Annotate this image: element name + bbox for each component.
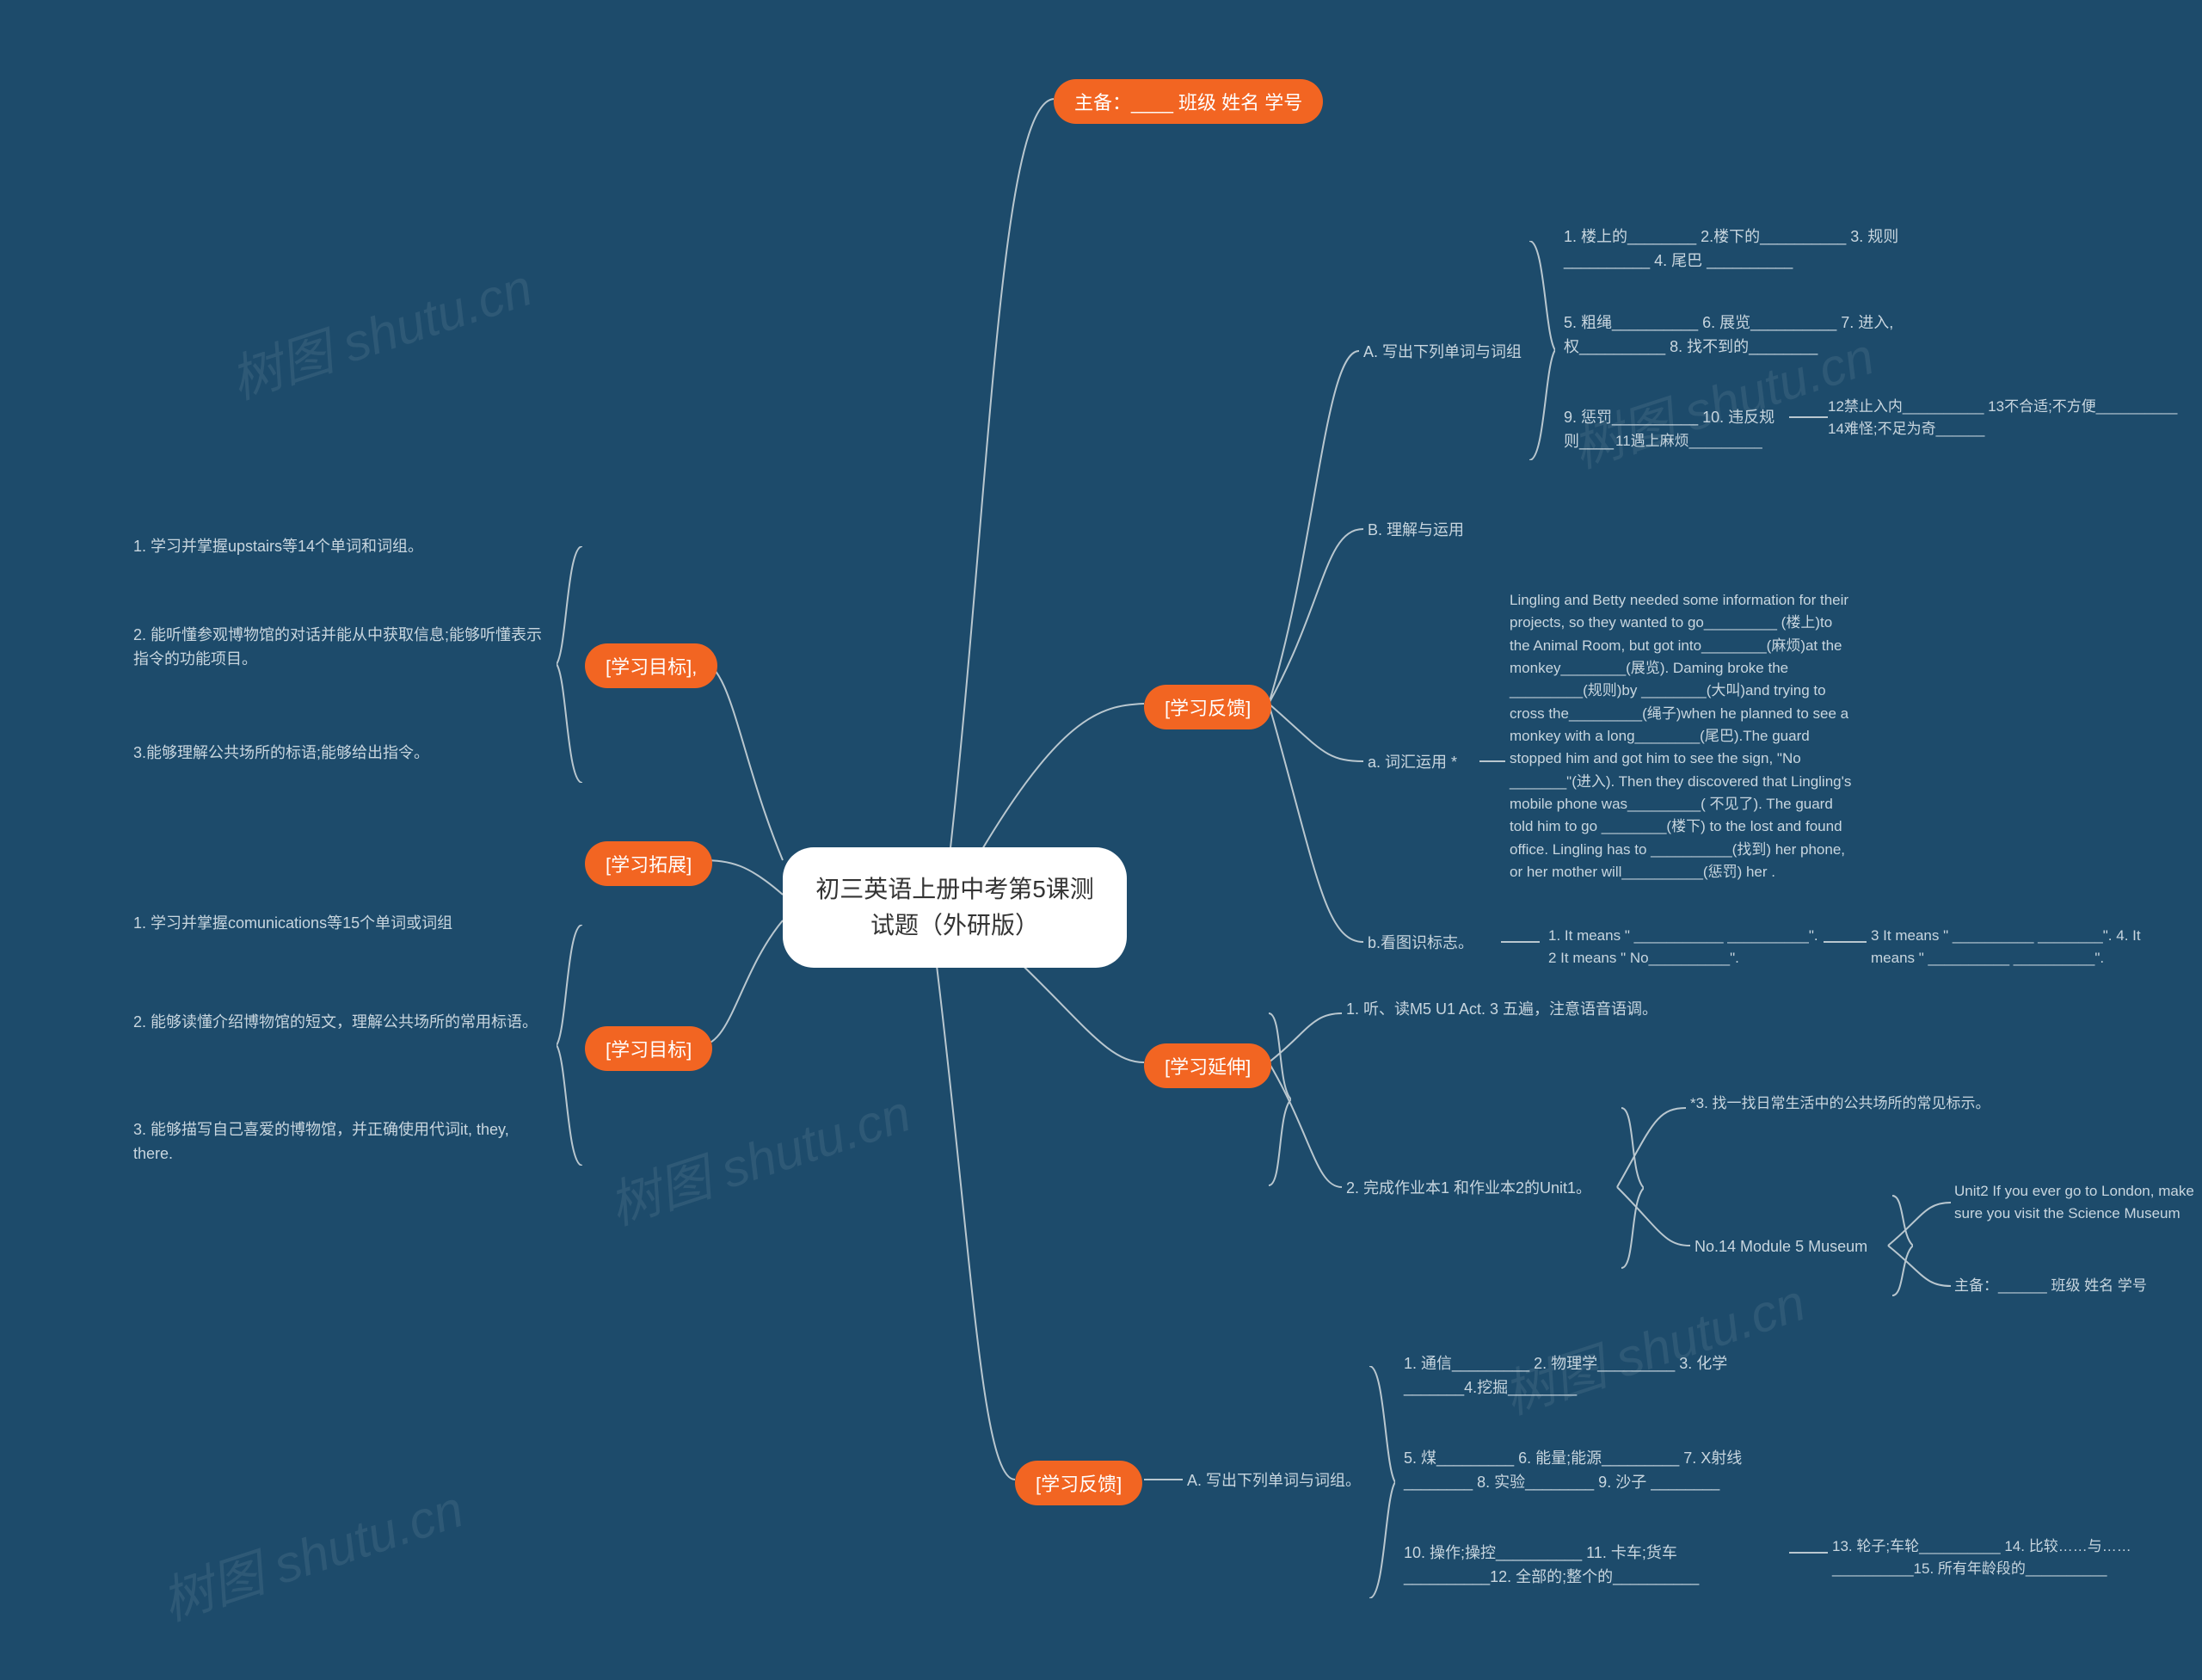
right-fb1-sign-label: b.看图识标志。 [1368, 932, 1473, 956]
right-fb1-voc-label: a. 词汇运用 * [1368, 751, 1457, 775]
right-ext2-sub: *3. 找一找日常生活中的公共场所的常见标示。 [1690, 1092, 1990, 1115]
right-fb1-a-item-mid: 11遇上麻烦_________ [1615, 430, 1762, 452]
watermark: 树图 shutu.cn [1492, 1261, 1813, 1429]
watermark: 树图 shutu.cn [151, 1468, 471, 1635]
left-obj1-brace [557, 546, 582, 783]
right-ext2-no14: No.14 Module 5 Museum [1695, 1235, 1867, 1259]
left-ext-label: [学习拓展] [585, 841, 712, 886]
right-ext2-label: [学习延伸] [1144, 1043, 1271, 1088]
right-fb1-voc-text: Lingling and Betty needed some informati… [1510, 589, 1854, 883]
right-fb2-a-item: 10. 操作;操控__________ 11. 卡车;货车 __________… [1404, 1542, 1782, 1590]
center-title: 初三英语上册中考第5课测 试题（外研版） [783, 847, 1127, 968]
right-fb2-a-label: A. 写出下列单词与词组。 [1187, 1469, 1361, 1493]
left-obj1-label: [学习目标], [585, 643, 717, 688]
watermark: 树图 shutu.cn [598, 1072, 919, 1240]
right-fb2-a-brace [1369, 1366, 1395, 1598]
right-fb1-a-brace [1529, 241, 1555, 460]
right-ext2-item2-brace [1621, 1094, 1644, 1282]
right-ext2-unit2: Unit2 If you ever go to London, make sur… [1954, 1180, 2195, 1226]
right-fb2-a-item: 5. 煤_________ 6. 能量;能源_________ 7. X射线__… [1404, 1447, 1765, 1495]
center-title-line1: 初三英语上册中考第5课测 [814, 871, 1096, 908]
right-ext2-item: 2. 完成作业本1 和作业本2的Unit1。 [1346, 1177, 1591, 1201]
right-fb1-label: [学习反馈] [1144, 685, 1271, 729]
right-ext2-brace [1269, 1000, 1291, 1199]
right-fb1-sign-text1: 1. It means " ___________ __________". 2… [1548, 925, 1824, 970]
right-fb2-label: [学习反馈] [1015, 1461, 1142, 1505]
right-fb1-a-item-cont: 12禁止入内__________ 13不合适;不方便__________ 14难… [1828, 396, 2180, 441]
right-ext2-item: 1. 听、读M5 U1 Act. 3 五遍，注意语音语调。 [1346, 998, 1658, 1022]
right-fb1-sign-text2: 3 It means " __________ ________". 4. It… [1871, 925, 2180, 970]
right-fb1-a-item: 1. 楼上的________ 2.楼下的__________ 3. 规则____… [1564, 225, 1899, 274]
left-obj2-item: 1. 学习并掌握comunications等15个单词或词组 [133, 912, 452, 936]
right-ext2-no14-brace [1892, 1185, 1913, 1306]
left-obj2-brace [557, 925, 582, 1166]
right-ext2-sig: 主备：______ 班级 姓名 学号 [1954, 1275, 2147, 1297]
right-fb1-a-label: A. 写出下列单词与词组 [1363, 341, 1522, 365]
right-fb1-b-label: B. 理解与运用 [1368, 519, 1464, 543]
left-obj2-label: [学习目标] [585, 1026, 712, 1071]
top-signature: 主备：____ 班级 姓名 学号 [1054, 79, 1323, 124]
left-obj1-item: 3.能够理解公共场所的标语;能够给出指令。 [133, 742, 429, 766]
right-fb2-a-item: 1. 通信_________ 2. 物理学_________ 3. 化学____… [1404, 1352, 1765, 1400]
right-fb1-a-item: 5. 粗绳__________ 6. 展览__________ 7. 进入,权_… [1564, 311, 1899, 360]
watermark: 树图 shutu.cn [219, 246, 540, 414]
left-obj1-item: 2. 能听懂参观博物馆的对话并能从中获取信息;能够听懂表示指令的功能项目。 [133, 624, 546, 672]
left-obj1-item: 1. 学习并掌握upstairs等14个单词和词组。 [133, 535, 423, 559]
center-title-line2: 试题（外研版） [814, 908, 1096, 944]
right-fb2-a-item-cont: 13. 轮子;车轮__________ 14. 比较……与……_________… [1832, 1535, 2185, 1581]
left-obj2-item: 3. 能够描写自己喜爱的博物馆，并正确使用代词it, they, there. [133, 1118, 546, 1166]
left-obj2-item: 2. 能够读懂介绍博物馆的短文，理解公共场所的常用标语。 [133, 1011, 538, 1035]
